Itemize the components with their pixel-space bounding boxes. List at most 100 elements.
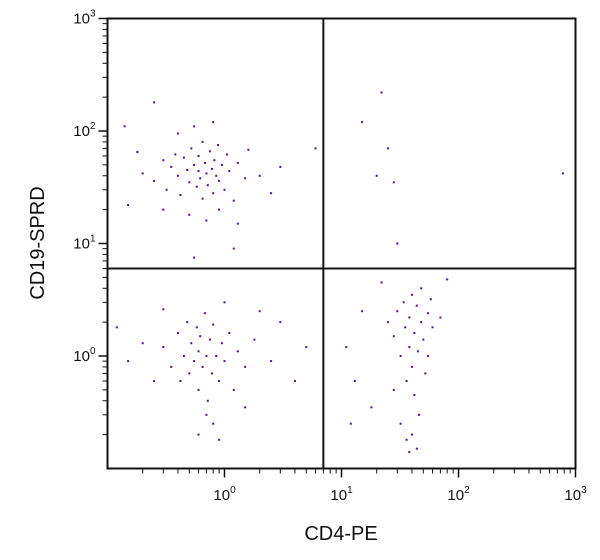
data-point bbox=[203, 161, 206, 164]
data-point bbox=[416, 350, 419, 353]
data-point bbox=[353, 380, 356, 382]
data-point bbox=[410, 365, 413, 368]
data-point bbox=[153, 380, 156, 382]
data-point bbox=[205, 172, 208, 175]
x-tick-label: 101 bbox=[330, 485, 353, 504]
data-point bbox=[244, 406, 247, 409]
data-point bbox=[420, 321, 423, 324]
data-point bbox=[226, 153, 228, 156]
data-point bbox=[208, 150, 211, 153]
data-point bbox=[408, 451, 411, 454]
y-tick-label: 103 bbox=[73, 9, 96, 28]
data-point bbox=[218, 380, 221, 382]
data-point bbox=[127, 204, 130, 206]
data-point bbox=[380, 281, 383, 284]
data-point bbox=[439, 316, 442, 319]
data-point bbox=[201, 197, 204, 200]
data-point bbox=[215, 174, 218, 177]
x-axis-title: CD4-PE bbox=[304, 523, 377, 545]
data-point bbox=[162, 208, 165, 211]
data-point bbox=[247, 148, 250, 151]
data-point bbox=[176, 132, 179, 135]
x-tick-label: 103 bbox=[564, 485, 587, 504]
axis-minor-ticks bbox=[102, 23, 571, 474]
data-point bbox=[279, 165, 282, 168]
data-point bbox=[193, 256, 196, 259]
data-point bbox=[223, 188, 226, 191]
y-tick-label: 100 bbox=[73, 346, 96, 365]
data-point bbox=[405, 438, 408, 441]
data-point bbox=[212, 323, 215, 326]
data-point bbox=[193, 125, 196, 128]
data-point bbox=[228, 170, 231, 173]
axis-major-ticks bbox=[98, 17, 577, 478]
x-axis-tick-labels: 100 101 102 103 bbox=[213, 485, 587, 504]
data-point bbox=[212, 192, 215, 195]
data-point bbox=[217, 144, 219, 147]
data-point bbox=[380, 91, 383, 94]
data-point bbox=[314, 147, 317, 150]
data-point bbox=[199, 335, 202, 338]
data-point bbox=[186, 321, 189, 324]
data-point bbox=[190, 147, 193, 150]
y-tick-label: 101 bbox=[73, 234, 96, 253]
data-points bbox=[115, 91, 564, 454]
data-point bbox=[422, 338, 425, 341]
data-point bbox=[210, 167, 213, 170]
data-point bbox=[176, 174, 179, 177]
data-point bbox=[399, 355, 402, 357]
data-point bbox=[218, 179, 221, 182]
data-point bbox=[162, 346, 165, 349]
data-point bbox=[415, 304, 418, 307]
data-point bbox=[199, 177, 202, 180]
data-point bbox=[218, 208, 221, 211]
data-point bbox=[345, 346, 348, 349]
data-point bbox=[387, 147, 390, 150]
data-point bbox=[392, 388, 395, 391]
data-point bbox=[182, 156, 185, 159]
data-point bbox=[215, 355, 218, 357]
data-point bbox=[270, 360, 273, 363]
data-point bbox=[232, 199, 235, 202]
data-point bbox=[361, 121, 364, 124]
data-point bbox=[206, 184, 209, 187]
data-point bbox=[210, 372, 213, 375]
y-axis-tick-labels: 100 101 102 103 bbox=[73, 9, 96, 366]
data-point bbox=[370, 406, 373, 409]
data-point bbox=[123, 125, 126, 128]
data-point bbox=[195, 326, 198, 329]
data-point bbox=[410, 293, 413, 296]
y-axis-title: CD19-SPRD bbox=[27, 186, 49, 299]
data-point bbox=[174, 153, 177, 156]
data-point bbox=[162, 308, 165, 311]
data-point bbox=[387, 321, 390, 324]
data-point bbox=[349, 422, 352, 425]
data-point bbox=[206, 399, 209, 402]
x-tick-label: 100 bbox=[213, 485, 236, 504]
data-point bbox=[424, 372, 427, 375]
data-point bbox=[375, 174, 378, 177]
data-point bbox=[410, 433, 413, 436]
y-tick-label: 102 bbox=[73, 121, 96, 140]
data-point bbox=[197, 155, 200, 157]
data-point bbox=[258, 310, 261, 313]
data-point bbox=[190, 342, 193, 345]
data-point bbox=[153, 179, 156, 182]
data-point bbox=[115, 326, 118, 329]
data-point bbox=[188, 213, 191, 216]
data-point bbox=[141, 342, 144, 345]
data-point bbox=[413, 394, 416, 396]
data-point bbox=[415, 447, 418, 450]
data-point bbox=[197, 170, 200, 173]
data-point bbox=[170, 165, 173, 168]
data-point bbox=[293, 380, 296, 382]
data-point bbox=[201, 140, 204, 143]
data-point bbox=[203, 312, 206, 315]
data-point bbox=[405, 380, 408, 382]
data-point bbox=[402, 301, 405, 304]
data-point bbox=[408, 346, 411, 349]
data-point bbox=[218, 438, 221, 441]
data-point bbox=[197, 350, 200, 353]
data-point bbox=[153, 101, 156, 104]
